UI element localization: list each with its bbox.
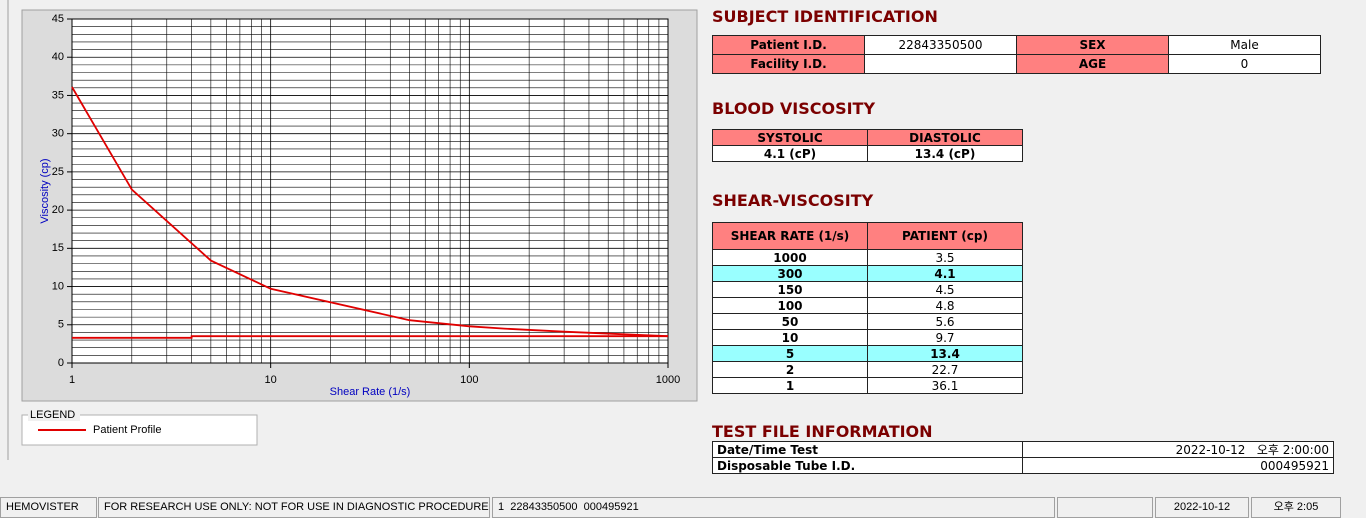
- y-tick-label: 0: [58, 357, 64, 369]
- table-cell: 5: [712, 345, 868, 362]
- legend-title: LEGEND: [30, 409, 75, 421]
- y-tick-label: 30: [52, 128, 64, 140]
- value-cell: 13.4 (cP): [867, 145, 1023, 162]
- y-tick-label: 5: [58, 319, 64, 331]
- table-cell: 13.4: [867, 345, 1023, 362]
- field-label: Patient I.D.: [712, 35, 865, 55]
- field-label: SEX: [1016, 35, 1169, 55]
- table-cell: 1: [712, 377, 868, 394]
- x-tick-label: 1000: [656, 374, 680, 386]
- table-cell: 9.7: [867, 329, 1023, 346]
- x-axis-label: Shear Rate (1/s): [330, 386, 411, 398]
- status-cell: 2022-10-12: [1155, 497, 1249, 518]
- column-header: SHEAR RATE (1/s): [712, 222, 868, 250]
- plot-area: [71, 18, 669, 364]
- x-tick-label: 100: [460, 374, 478, 386]
- legend-title-bg: [28, 409, 80, 421]
- y-tick-label: 15: [52, 242, 64, 254]
- field-value: 22843350500: [864, 35, 1017, 55]
- table-cell: 2: [712, 361, 868, 378]
- table-cell: 3.5: [867, 249, 1023, 266]
- table-cell: 150: [712, 281, 868, 298]
- field-value: 0: [1168, 54, 1321, 74]
- y-tick-label: 35: [52, 89, 64, 101]
- table-cell: 4.5: [867, 281, 1023, 298]
- table-cell: 100: [712, 297, 868, 314]
- table-cell: 4.1: [867, 265, 1023, 282]
- field-value: 000495921: [1022, 457, 1334, 474]
- status-cell: 1 22843350500 000495921: [492, 497, 1055, 518]
- section-title: SHEAR-VISCOSITY: [712, 191, 874, 210]
- table-cell: 5.6: [867, 313, 1023, 330]
- table-cell: 10: [712, 329, 868, 346]
- status-cell: 오후 2:05: [1251, 497, 1341, 518]
- x-tick-label: 1: [69, 374, 75, 386]
- table-cell: 36.1: [867, 377, 1023, 394]
- section-title: BLOOD VISCOSITY: [712, 99, 876, 118]
- y-tick-label: 25: [52, 166, 64, 178]
- column-header: SYSTOLIC: [712, 129, 868, 146]
- field-label: Facility I.D.: [712, 54, 865, 74]
- y-tick-label: 45: [52, 13, 64, 25]
- status-cell: FOR RESEARCH USE ONLY: NOT FOR USE IN DI…: [98, 497, 490, 518]
- legend-label: Patient Profile: [93, 424, 161, 436]
- field-label: Date/Time Test: [712, 441, 1023, 458]
- y-axis-label: Viscosity (cp): [39, 158, 51, 223]
- field-value: Male: [1168, 35, 1321, 55]
- y-tick-label: 40: [52, 51, 64, 63]
- x-tick-label: 10: [265, 374, 277, 386]
- field-value: [864, 54, 1017, 74]
- table-cell: 1000: [712, 249, 868, 266]
- section-title: SUBJECT IDENTIFICATION: [712, 7, 938, 26]
- table-cell: 50: [712, 313, 868, 330]
- data-line: [71, 86, 669, 338]
- status-bar-bg: [0, 494, 1366, 518]
- column-header: PATIENT (cp): [867, 222, 1023, 250]
- y-tick-label: 20: [52, 204, 64, 216]
- value-cell: 4.1 (cP): [712, 145, 868, 162]
- y-tick-label: 10: [52, 280, 64, 292]
- table-cell: 4.8: [867, 297, 1023, 314]
- data-line: [72, 335, 668, 339]
- table-cell: 300: [712, 265, 868, 282]
- field-value: 2022-10-12 오후 2:00:00: [1022, 441, 1334, 458]
- chart: LEGEND 0 5 10 15 20 25 30 35 40 45 1 10 100 1000 Shear…: [7, 0, 698, 460]
- column-header: DIASTOLIC: [867, 129, 1023, 146]
- status-cell: HEMOVISTER: [0, 497, 97, 518]
- table-cell: 22.7: [867, 361, 1023, 378]
- section-title: TEST FILE INFORMATION: [712, 422, 933, 441]
- field-label: Disposable Tube I.D.: [712, 457, 1023, 474]
- field-label: AGE: [1016, 54, 1169, 74]
- status-cell: [1057, 497, 1153, 518]
